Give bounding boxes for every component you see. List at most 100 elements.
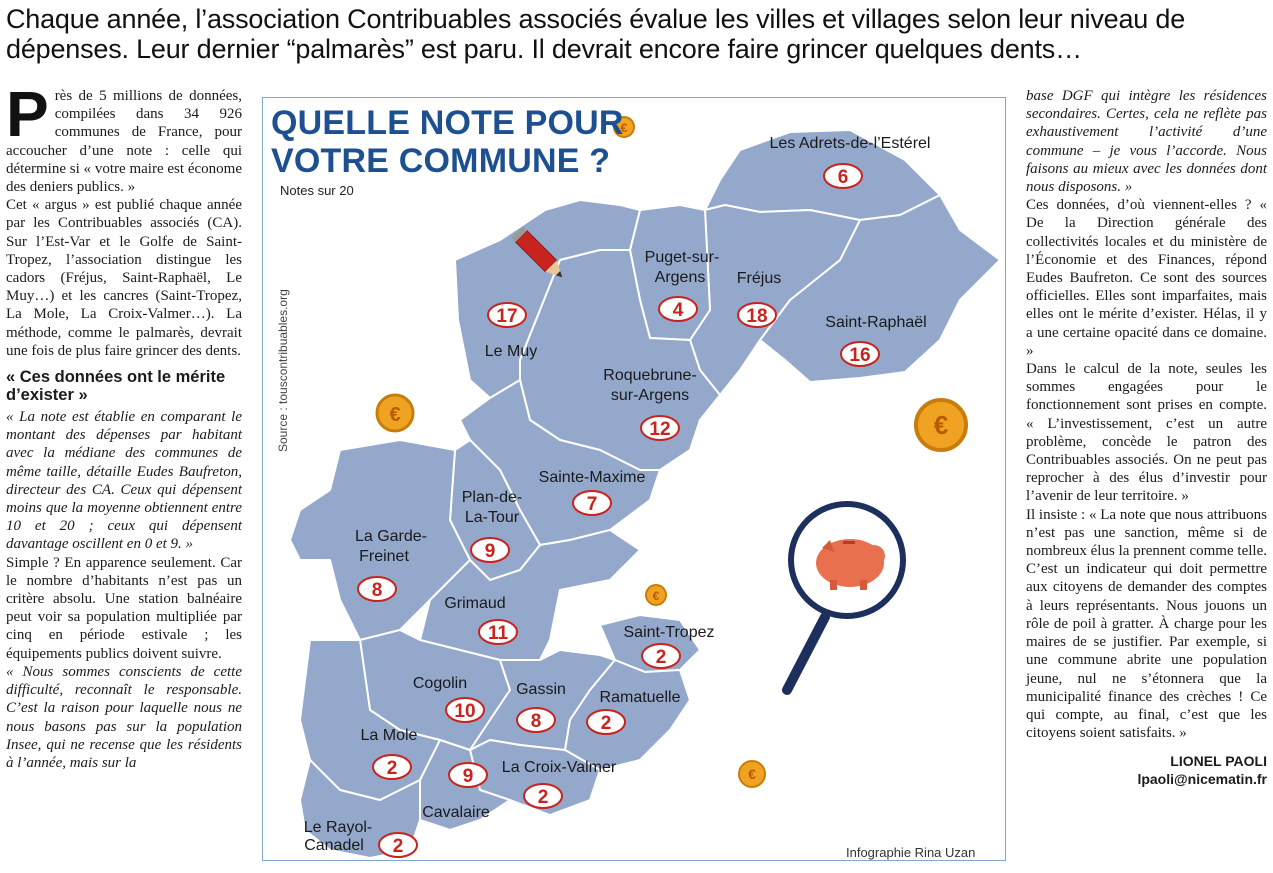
score-badge: [572, 490, 612, 516]
commune-name-line2: Argens: [655, 269, 706, 286]
score-value: 8: [372, 580, 383, 601]
commune-name: Grimaud: [444, 595, 505, 612]
commune-7: Plan-de- La-Tour 9: [462, 489, 522, 563]
commune-name: Les Adrets-de-l’Estérel: [770, 135, 931, 152]
right-paragraph-2: Ces données, d’où viennent-elles ? « De …: [1026, 197, 1267, 359]
score-value: 8: [531, 711, 542, 732]
svg-text:€: €: [934, 410, 948, 440]
score-badge: [372, 754, 412, 780]
commune-13: Ramatuelle 2: [586, 689, 681, 735]
score-value: 9: [485, 541, 496, 562]
commune-2: Fréjus 18: [737, 270, 781, 328]
score-value: 10: [454, 701, 475, 722]
svg-text:€: €: [389, 404, 400, 426]
commune-name-line2: Freinet: [359, 548, 409, 565]
score-badge: [448, 762, 488, 788]
right-paragraph-1: base DGF qui intègre les résidences seco…: [1026, 88, 1267, 196]
score-badge: [737, 302, 777, 328]
left-paragraph-3: Simple ? En apparence seulement. Car le …: [6, 554, 242, 662]
score-value: 11: [488, 623, 509, 644]
commune-name: Puget-sur-: [645, 249, 720, 266]
score-value: 7: [587, 494, 598, 515]
commune-3: Saint-Raphaël 16: [825, 314, 927, 367]
commune-name: Gassin: [516, 681, 566, 698]
score-value: 4: [673, 300, 684, 321]
score-value: 12: [649, 419, 670, 440]
coin-icon: €: [914, 398, 968, 452]
score-badge: [658, 296, 698, 322]
score-value: 2: [387, 758, 398, 779]
subheading: « Ces données ont le mérite d’exister »: [6, 368, 226, 405]
svg-text:€: €: [653, 589, 660, 603]
score-badge: [516, 707, 556, 733]
score-value: 16: [849, 345, 870, 366]
pencil-icon: [511, 226, 563, 278]
coin-icon: €: [645, 584, 667, 606]
score-value: 2: [393, 836, 404, 857]
score-value: 2: [538, 787, 549, 808]
commune-name: Sainte-Maxime: [539, 469, 646, 486]
score-badge: [470, 537, 510, 563]
magnifier-piggy-bank-icon: [782, 501, 906, 695]
infographic-title: QUELLE NOTE POUR VOTRE COMMUNE ?: [271, 104, 624, 180]
commune-4: Le Muy 17: [485, 302, 537, 360]
score-badge: [640, 415, 680, 441]
score-value: 18: [746, 306, 767, 327]
region-ramatuelle: [564, 659, 691, 771]
commune-name-line2: Canadel: [304, 837, 364, 854]
score-badge: [586, 709, 626, 735]
left-paragraph-2: « La note est établie en comparant le mo…: [6, 409, 242, 553]
commune-5: Roquebrune-sur-Argens 12: [603, 367, 697, 441]
commune-name: La Croix-Valmer: [502, 759, 617, 776]
commune-name-line2: sur-Argens: [611, 387, 689, 404]
commune-name: Le Rayol-: [304, 819, 372, 836]
score-badge: [378, 832, 418, 858]
commune-14: La Mole 2: [361, 727, 418, 780]
coin-icon: €: [738, 760, 766, 788]
commune-12: Gassin 8: [516, 681, 566, 733]
score-badge: [445, 697, 485, 723]
commune-name: Ramatuelle: [600, 689, 681, 706]
commune-name: La Mole: [361, 727, 418, 744]
commune-15: La Croix-Valmer 2: [502, 759, 617, 809]
author-email[interactable]: lpaoli@nicematin.fr: [1137, 771, 1267, 788]
commune-17: Le Rayol-Canadel 2: [304, 819, 418, 858]
commune-0: Les Adrets-de-l’Estérel 6: [770, 135, 931, 189]
drop-cap: P: [6, 78, 49, 150]
author-name: LIONEL PAOLI: [1170, 753, 1267, 770]
commune-name: Cogolin: [413, 675, 467, 692]
commune-name: Le Muy: [485, 343, 537, 360]
score-value: 17: [496, 306, 517, 327]
left-column: P rès de 5 millions de données, compilée…: [6, 78, 242, 772]
commune-name: Plan-de-: [462, 489, 522, 506]
commune-name-line2: La-Tour: [465, 509, 520, 526]
score-badge: [357, 576, 397, 602]
commune-6: Sainte-Maxime 7: [539, 469, 646, 516]
score-badge: [487, 302, 527, 328]
commune-16: Cavalaire 9: [422, 762, 490, 821]
coin-icon: €: [375, 393, 415, 433]
score-badge: [840, 341, 880, 367]
commune-name: Cavalaire: [422, 804, 490, 821]
score-value: 2: [601, 713, 612, 734]
commune-1: Puget-sur- Argens 4: [645, 249, 720, 322]
svg-text:€: €: [621, 121, 628, 135]
commune-name: Saint-Raphaël: [825, 314, 926, 331]
headline: Chaque année, l’association Contribuable…: [6, 4, 1186, 64]
commune-name: Roquebrune-: [603, 367, 696, 384]
right-paragraph-4: Il insiste : « La note que nous attribuo…: [1026, 506, 1267, 742]
svg-text:€: €: [748, 766, 756, 782]
coin-icon: €: [613, 116, 635, 138]
score-badge: [641, 643, 681, 669]
infographic-title-line1: QUELLE NOTE POUR: [271, 104, 624, 142]
infographic-subtitle: Notes sur 20: [280, 183, 354, 198]
right-column: base DGF qui intègre les résidences seco…: [1026, 87, 1267, 788]
commune-name: La Garde-: [355, 528, 427, 545]
score-badge: [523, 783, 563, 809]
score-value: 6: [838, 167, 849, 188]
score-value: 9: [463, 766, 474, 787]
intro-paragraph: rès de 5 millions de données, compilées …: [6, 88, 242, 196]
commune-name: Saint-Tropez: [624, 624, 715, 641]
